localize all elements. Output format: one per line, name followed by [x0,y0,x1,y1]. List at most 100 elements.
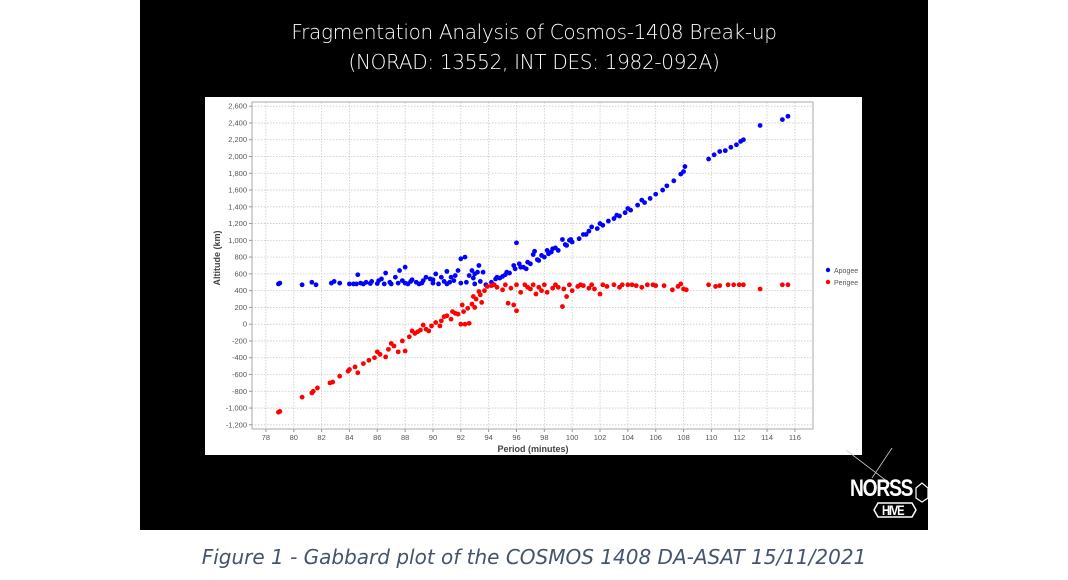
apogee-point [514,240,519,246]
apogee-point [504,269,510,275]
apogee-point [711,152,717,158]
perigee-point [518,289,524,295]
x-tick-label: 96 [512,433,520,442]
perigee-point [372,355,377,361]
perigee-point [644,282,650,288]
apogee-point [470,275,476,281]
perigee-point [465,305,471,311]
x-tick-label: 88 [401,433,409,442]
apogee-point [586,228,592,234]
apogee-point [681,169,686,174]
norss-hive-logo: NORSS HIVE [846,448,928,528]
perigee-point [386,346,391,352]
apogee-point [469,268,475,273]
apogee-point [717,149,723,154]
apogee-point [458,256,464,262]
y-tick-label: 2,000 [228,152,247,161]
perigee-point [514,308,519,314]
perigee-point [740,282,746,288]
perigee-point [461,309,466,315]
perigee-point [779,282,785,288]
apogee-point [494,274,500,280]
perigee-point [511,302,517,308]
x-tick-label: 110 [705,433,717,442]
apogee-point [532,248,537,254]
perigee-point [470,294,476,299]
apogee-point [451,278,457,283]
y-tick-label: 2,200 [228,135,247,144]
perigee-point [528,286,533,292]
legend-perigee-label: Perigee [834,280,858,287]
apogee-point [594,226,600,232]
perigee-point [469,301,475,307]
x-tick-label: 80 [290,433,298,442]
apogee-point [639,197,645,203]
perigee-point [600,282,606,288]
perigee-point [299,394,305,400]
apogee-point [660,187,666,193]
apogee-point [299,282,305,288]
x-tick-label: 94 [484,433,492,442]
perigee-point [717,283,723,289]
apogee-point [441,279,447,284]
apogee-point [477,279,483,284]
perigee-point [725,282,731,288]
perigee-point [277,408,283,414]
x-tick-label: 78 [262,433,270,442]
perigee-point [337,373,343,379]
apogee-point [374,281,380,286]
perigee-point [625,282,631,288]
apogee-point [337,280,343,286]
y-tick-label: -1,200 [226,420,247,429]
perigee-point [629,282,635,288]
apogee-point [564,242,570,248]
perigee-point [352,364,358,370]
apogee-point [354,281,359,287]
apogee-point [313,282,319,288]
x-tick-label: 102 [594,433,607,442]
x-tick-label: 98 [540,433,548,442]
legend-apogee-marker [825,267,831,273]
perigee-point [330,379,336,385]
apogee-point [583,232,589,237]
perigee-point [429,323,434,329]
apogee-point [347,281,352,287]
perigee-point [433,320,439,325]
perigee-point [736,282,742,288]
apogee-point [525,259,531,265]
perigee-point [484,284,490,289]
grid [252,102,813,429]
x-tick-label: 82 [317,433,325,442]
perigee-point [409,328,415,334]
y-tick-label: 1,000 [228,236,247,245]
y-tick-label: -800 [232,387,247,396]
apogee-point [635,202,641,208]
apogee-point [682,164,688,169]
perigee-point [731,282,737,288]
chart-title-line1: Fragmentation Analysis of Cosmos-1408 Br… [291,20,777,44]
perigee-point [462,321,468,327]
perigee-point [466,320,472,326]
apogee-point [475,269,480,275]
apogee-point [360,281,366,287]
perigee-point [395,349,401,355]
apogee-point [444,268,450,274]
y-tick-label: 1,400 [228,202,247,211]
perigee-point [530,282,536,288]
x-tick-label: 100 [566,433,579,442]
y-tick-label: 600 [234,269,247,278]
apogee-point [367,281,373,286]
gabbard-scatter-plot: 78 80 82 84 86 88 90 92 94 96 98 100 102 104 106 108 110… [212,101,858,454]
apogee-point [653,191,659,197]
perigee-point [550,285,556,291]
apogee-point [430,280,436,286]
perigee-point [619,282,625,288]
perigee-point [402,348,408,354]
apogee-point [430,277,436,283]
apogee-point [392,274,398,280]
perigee-point [505,300,511,306]
perigee-point [561,286,567,292]
y-tick-label: 2,400 [228,118,247,127]
perigee-point [482,288,487,294]
perigee-point [578,282,583,288]
